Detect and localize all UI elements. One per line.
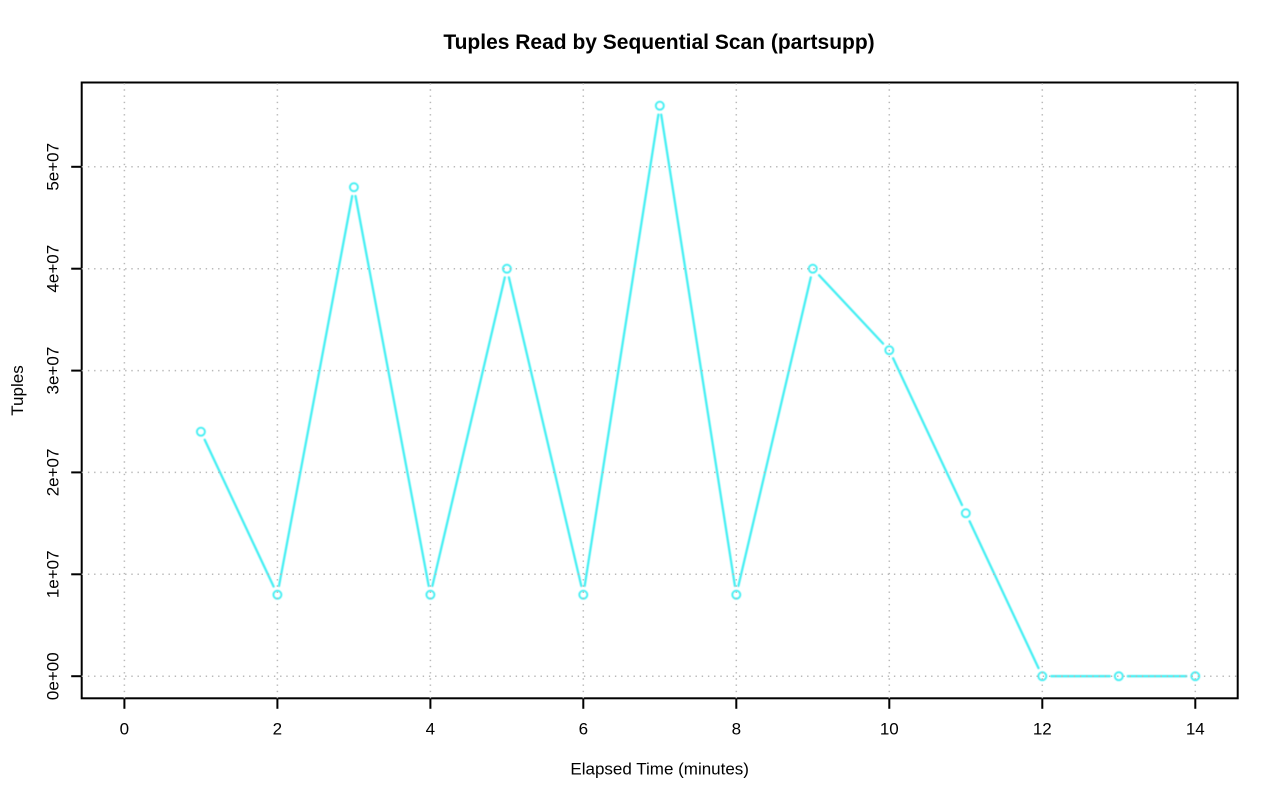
svg-text:10: 10 — [880, 720, 899, 739]
svg-text:3e+07: 3e+07 — [43, 347, 62, 395]
svg-text:2: 2 — [273, 720, 282, 739]
svg-text:5e+07: 5e+07 — [43, 143, 62, 191]
svg-text:12: 12 — [1033, 720, 1052, 739]
svg-text:6: 6 — [579, 720, 588, 739]
svg-text:14: 14 — [1186, 720, 1205, 739]
svg-text:8: 8 — [732, 720, 741, 739]
svg-text:0: 0 — [120, 720, 129, 739]
svg-text:Tuples Read by Sequential Scan: Tuples Read by Sequential Scan (partsupp… — [443, 31, 874, 54]
svg-text:Elapsed Time (minutes): Elapsed Time (minutes) — [570, 759, 749, 778]
svg-text:Tuples: Tuples — [8, 365, 27, 415]
svg-text:0e+00: 0e+00 — [43, 652, 62, 700]
svg-text:1e+07: 1e+07 — [43, 550, 62, 598]
svg-text:4: 4 — [426, 720, 435, 739]
svg-text:2e+07: 2e+07 — [43, 449, 62, 497]
svg-text:4e+07: 4e+07 — [43, 245, 62, 293]
